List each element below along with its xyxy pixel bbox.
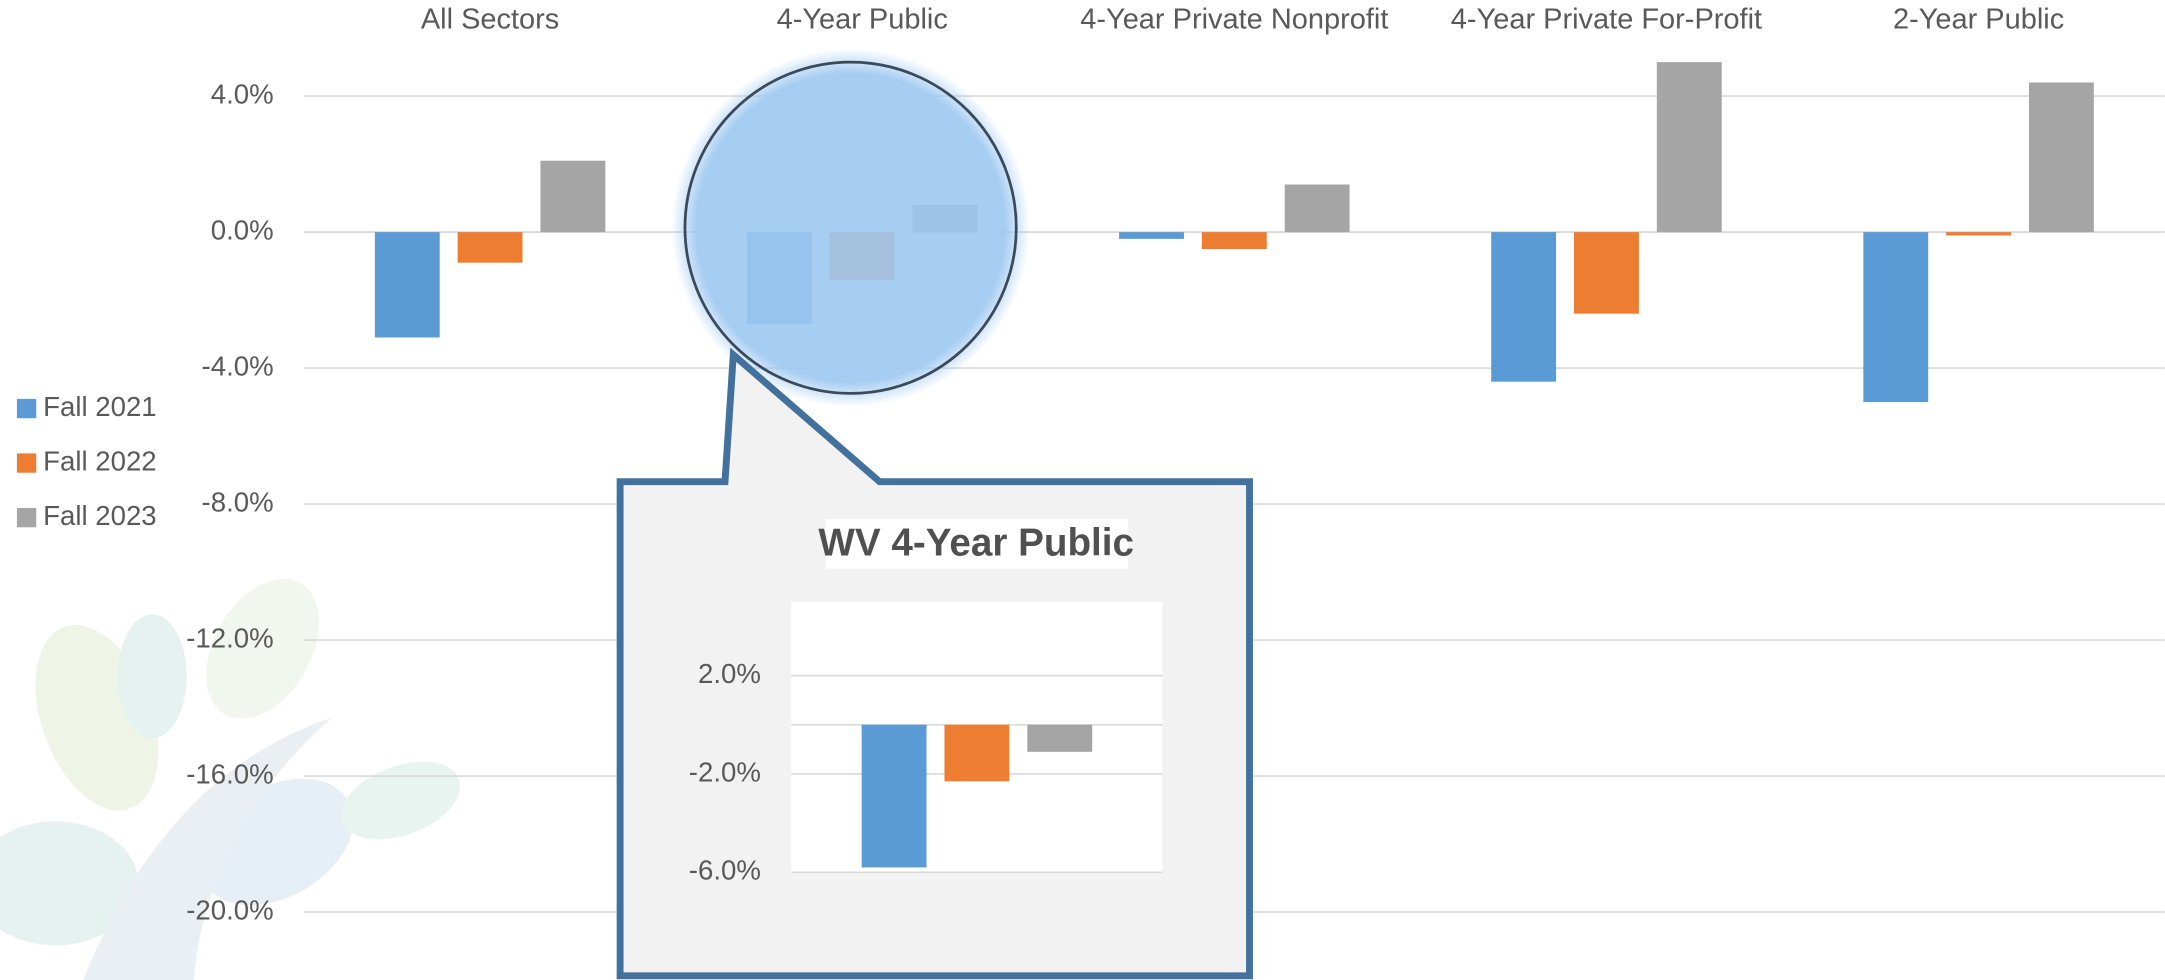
bar [1027,724,1093,752]
legend-label: Fall 2023 [43,500,157,531]
y-tick-label: -8.0% [202,486,274,517]
y-tick-label: -12.0% [186,622,273,653]
y-tick-label: 0.0% [211,214,274,245]
bar [1656,62,1722,233]
y-tick-label: -2.0% [689,756,761,787]
callout [616,48,1253,980]
bar [540,160,606,233]
y-tick-label: 2.0% [698,658,761,689]
bar [944,724,1010,782]
legend-label: Fall 2022 [43,445,157,476]
legend-swatch [16,453,37,473]
category-label: 4-Year Private For-Profit [1451,3,1762,35]
legend-label: Fall 2021 [43,391,157,422]
category-label: 4-Year Private Nonprofit [1080,3,1388,35]
bar [1863,232,1929,403]
y-tick-label: -4.0% [202,350,274,381]
bar [1284,184,1350,233]
bar [2028,82,2094,233]
inset-title: WV 4-Year Public [818,521,1134,564]
legend-swatch [16,507,37,528]
bar [861,724,927,868]
y-tick-label: -20.0% [186,894,273,925]
bar [1946,232,2012,236]
y-tick-label: 4.0% [211,78,274,109]
bar [457,232,523,263]
bar [1201,232,1267,250]
category-label: 4-Year Public [777,3,948,35]
bar [1119,232,1184,239]
y-tick-label: -6.0% [689,855,761,886]
category-label: All Sectors [421,3,559,35]
y-tick-label: -16.0% [186,758,273,789]
inset-plot: 2.0% -2.0% -6.0% [689,658,1163,886]
legend-swatch [16,398,37,419]
bar [1574,232,1639,314]
decoration [0,578,461,980]
bar [374,232,440,338]
category-label: 2-Year Public [1893,3,2064,35]
bar [1491,232,1557,382]
